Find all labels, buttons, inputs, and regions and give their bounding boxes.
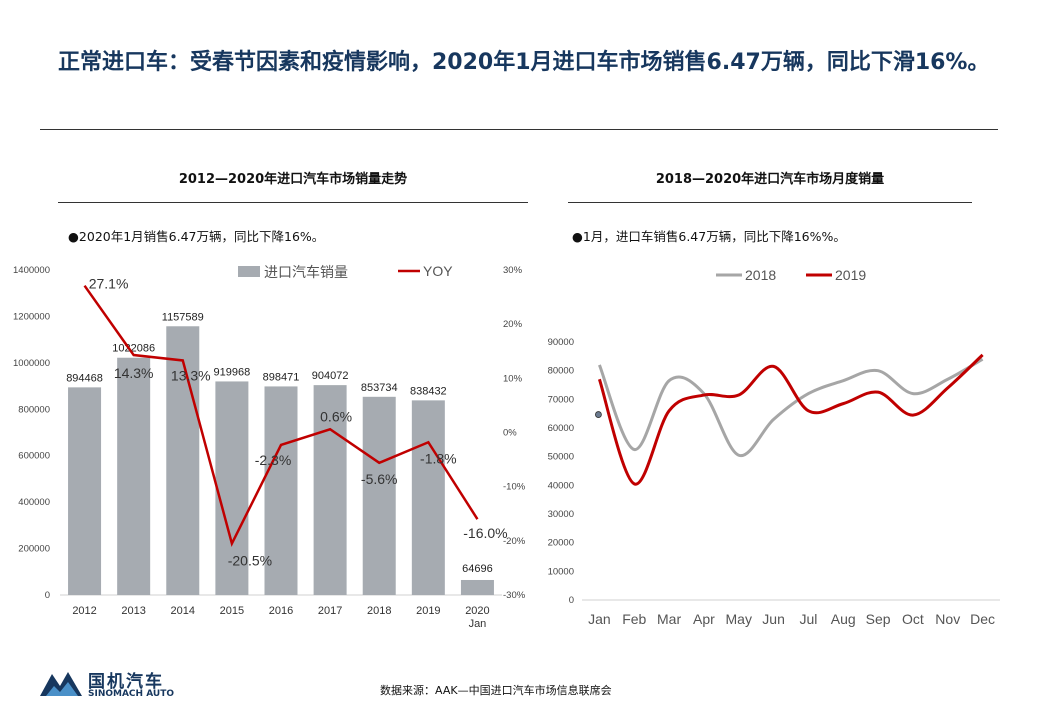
y-tick-label: 30000 (548, 509, 574, 520)
x-tick-label: Apr (693, 611, 715, 627)
y2-tick-label: 10% (503, 373, 523, 384)
page-title: 正常进口车：受春节因素和疫情影响，2020年1月进口车市场销售6.47万辆，同比… (58, 50, 990, 75)
x-tick-label: 2019 (416, 605, 440, 617)
y-tick-label: 40000 (548, 480, 574, 491)
x-tick-label: 2012 (72, 605, 96, 617)
y2-tick-label: -30% (503, 590, 526, 601)
legend-label-2018: 2018 (745, 267, 776, 283)
x-tick-label: Mar (657, 611, 681, 627)
x-tick-label: Jan (588, 611, 611, 627)
yoy-line (83, 284, 479, 548)
bar-value-label: 1157589 (162, 311, 204, 323)
x-tick-label: Feb (622, 611, 646, 627)
y-tick-label: 20000 (548, 538, 574, 549)
bar-value-label: 919968 (214, 366, 251, 378)
sales-bar (264, 386, 298, 595)
sales-bar (215, 381, 249, 595)
yoy-value-label: -5.6% (361, 471, 398, 487)
x-tick-label: 2017 (318, 605, 342, 617)
x-tick-label: Sep (866, 611, 891, 627)
y-tick-label: 800000 (18, 404, 50, 415)
y-tick-label: 0 (569, 595, 574, 606)
x-tick-label: Aug (831, 611, 856, 627)
monthly-sales-chart: 0 10000 20000 30000 40000 50000 60000 70000 8000… (548, 267, 1000, 627)
yoy-value-label: -16.0% (463, 525, 507, 541)
left-title-divider (58, 202, 528, 203)
x-tick-label: Jan (469, 618, 487, 630)
annual-sales-chart: 0 200000 400000 600000 800000 1000000 1200000 1… (13, 263, 526, 630)
y-tick-label: 0 (45, 590, 50, 601)
sales-bar (68, 387, 102, 595)
x-tick-label: Nov (935, 611, 960, 627)
title-divider (40, 129, 998, 130)
y2-tick-label: -10% (503, 482, 526, 493)
y-tick-label: 400000 (18, 497, 50, 508)
sales-bar (411, 400, 445, 595)
left-chart-title: 2012—2020年进口汽车市场销量走势 (178, 172, 408, 187)
y-tick-label: 60000 (548, 423, 574, 434)
bar-value-label: 904072 (312, 370, 349, 382)
x-tick-label: 2018 (367, 605, 391, 617)
yoy-value-label: 14.3% (114, 365, 154, 381)
legend-label-2019: 2019 (835, 267, 866, 283)
yoy-value-label: 0.6% (320, 408, 352, 424)
x-tick-label: 2020 (465, 605, 489, 617)
y-tick-label: 10000 (548, 566, 574, 577)
series-line-2018 (598, 357, 984, 457)
bar-value-label: 1022086 (112, 343, 155, 355)
x-tick-label: 2016 (269, 605, 293, 617)
series-line-2019 (597, 353, 984, 486)
y-tick-label: 1400000 (13, 265, 50, 276)
yoy-value-label: -1.8% (420, 450, 457, 466)
y2-tick-label: 30% (503, 265, 523, 276)
x-tick-label: Oct (902, 611, 924, 627)
y-tick-label: 50000 (548, 452, 574, 463)
logo-text-cn: 国机汽车 (88, 672, 164, 692)
logo-text-en: SINOMACH AUTO (88, 689, 174, 699)
sales-bar (313, 385, 347, 595)
yoy-value-label: -20.5% (228, 553, 272, 569)
y2-tick-label: 20% (503, 319, 523, 330)
legend-label-yoy: YOY (423, 263, 453, 279)
y-tick-label: 1200000 (13, 311, 50, 322)
x-tick-label: 2015 (220, 605, 244, 617)
left-chart-note: ●2020年1月销售6.47万辆，同比下降16%。 (68, 229, 325, 244)
y-tick-label: 70000 (548, 394, 574, 405)
legend-label-sales: 进口汽车销量 (264, 264, 348, 280)
y-tick-label: 600000 (18, 451, 50, 462)
x-tick-label: Jun (762, 611, 785, 627)
bar-value-label: 894468 (66, 372, 103, 384)
sales-bar (362, 396, 396, 595)
bar-value-label: 898471 (263, 371, 300, 383)
bar-value-label: 838432 (410, 385, 447, 397)
yoy-value-label: 27.1% (89, 276, 129, 292)
y-tick-label: 80000 (548, 366, 574, 377)
legend-swatch-sales (238, 266, 260, 277)
sales-bar (460, 579, 494, 595)
y2-tick-label: 0% (503, 428, 517, 439)
data-point-2020-jan (595, 411, 602, 418)
x-tick-label: Jul (799, 611, 817, 627)
sales-bar (117, 357, 151, 595)
right-title-divider (568, 202, 972, 203)
data-source-note: 数据来源：AAK—中国进口汽车市场信息联席会 (380, 684, 612, 697)
bar-value-label: 853734 (361, 382, 398, 394)
right-chart-title: 2018—2020年进口汽车市场月度销量 (655, 172, 885, 187)
company-logo: 国机汽车 SINOMACH AUTO (38, 666, 198, 702)
y-tick-label: 1000000 (13, 358, 50, 369)
yoy-value-label: -2.3% (255, 452, 292, 468)
y-tick-label: 200000 (18, 544, 50, 555)
x-tick-label: Dec (970, 611, 995, 627)
logo-mark-icon (40, 672, 82, 696)
y2-tick-label: -20% (503, 536, 526, 547)
x-tick-label: May (726, 611, 752, 627)
right-chart-note: ●1月，进口车销售6.47万辆，同比下降16%%。 (572, 229, 846, 244)
y-tick-label: 90000 (548, 337, 574, 348)
bar-value-label: 64696 (462, 563, 493, 575)
x-tick-label: 2013 (121, 605, 145, 617)
yoy-value-label: 13.3% (171, 367, 211, 383)
x-tick-label: 2014 (171, 605, 195, 617)
sales-bar (166, 326, 200, 595)
